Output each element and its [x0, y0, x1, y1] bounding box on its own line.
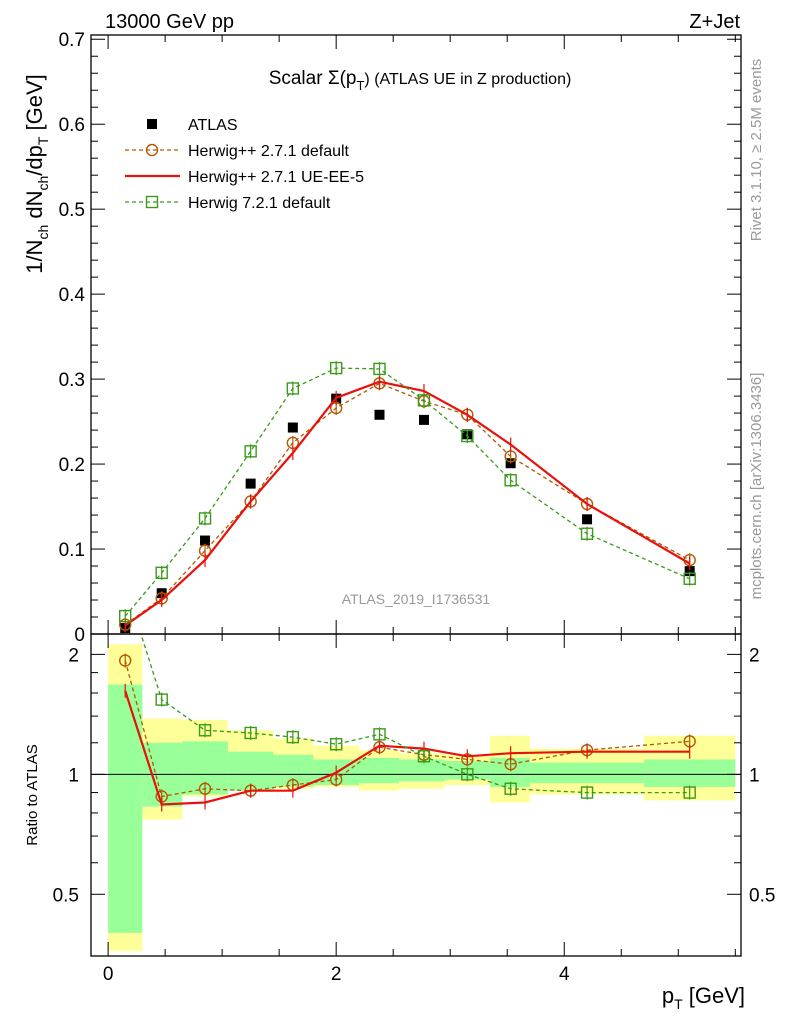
- ratio-tick-label-right-0: 0.5: [749, 885, 775, 906]
- legend-label-2: Herwig++ 2.7.1 UE-EE-5: [188, 169, 364, 186]
- legend-marker-1: [145, 143, 159, 157]
- legend-label-3: Herwig 7.2.1 default: [188, 195, 331, 212]
- axis-ticks: 00.10.20.30.40.50.60.70 2 40.5 0.51 12 2: [53, 30, 776, 985]
- legend: ATLAS Herwig++ 2.7.1 default Herwig++ 2.7.…: [125, 117, 364, 212]
- header-process-label: Z+Jet: [689, 11, 740, 33]
- x-tick-label-2: 4: [559, 964, 570, 985]
- series-2-line: [124, 380, 691, 627]
- band-green-7: [398, 759, 445, 782]
- series-3-point-0: [119, 609, 132, 623]
- series-3-ratio-point-8: [461, 768, 474, 781]
- series-0-point-2: [200, 535, 211, 546]
- series-3-ratio-point-11: [683, 786, 696, 799]
- band-green-10: [530, 762, 645, 784]
- series-0-point-6: [374, 409, 385, 420]
- ratio-uncertainty-bands: [108, 644, 736, 952]
- y-tick-label-1: 0.1: [59, 540, 85, 561]
- series-2-ratio-line: [124, 690, 690, 806]
- series-0-point-11: [684, 566, 695, 577]
- series-3-point-2: [198, 512, 212, 525]
- series-3-ratio-point-10: [580, 786, 594, 799]
- ratio-plot-frame: [90, 633, 742, 957]
- legend-label-0: ATLAS: [188, 117, 238, 134]
- y-tick-label-6: 0.6: [59, 115, 85, 136]
- series-3-ratio-point-3: [244, 726, 257, 740]
- band-green-0: [108, 684, 143, 933]
- series-1-ratio-point-2: [198, 782, 212, 795]
- series-0-point-10: [582, 514, 593, 525]
- series-3-point-5: [329, 361, 343, 375]
- series-3-ratio-line: [140, 634, 690, 794]
- series-3-point-10: [580, 527, 594, 540]
- ratio-tick-label-right-1: 1: [749, 765, 760, 786]
- series-3-ratio-point-4: [286, 730, 300, 744]
- ratio-axis-label: Ratio to ATLAS: [24, 744, 41, 845]
- mcplots-label: mcplots.cern.ch [arXiv:1306.3436]: [748, 373, 765, 600]
- series-3-ratio-point-7: [417, 750, 431, 763]
- band-green-6: [358, 757, 399, 784]
- chart-title: Scalar Σ(pT) (ATLAS UE in Z production): [269, 68, 572, 93]
- y-tick-label-3: 0.3: [59, 370, 85, 391]
- ratio-tick-label-0: 0.5: [53, 885, 79, 906]
- series-3-ratio-point-0: [120, 579, 131, 590]
- main-series-layer: [119, 361, 696, 634]
- y-tick-label-5: 0.5: [59, 200, 85, 221]
- series-3-ratio-point-2: [198, 724, 212, 737]
- series-3-ratio-point-5: [329, 738, 343, 751]
- series-0-point-7: [418, 414, 429, 425]
- analysis-watermark: ATLAS_2019_I1736531: [342, 591, 491, 607]
- series-3-ratio-point-6: [373, 728, 386, 741]
- series-3-point-9: [504, 474, 517, 487]
- y-tick-label-0: 0: [74, 625, 85, 646]
- series-0-point-4: [287, 422, 298, 433]
- series-1-ratio-line: [124, 660, 690, 798]
- series-3-point-4: [286, 382, 300, 395]
- series-0-point-3: [245, 478, 256, 489]
- rivet-label: Rivet 3.1.10, ≥ 2.5M events: [748, 59, 765, 242]
- legend-label-1: Herwig++ 2.7.1 default: [188, 143, 350, 160]
- ratio-tick-label-2: 2: [68, 645, 79, 666]
- y-tick-label-2: 0.2: [59, 455, 85, 476]
- legend-marker-0: [147, 119, 157, 129]
- y-axis-label: 1/Nch dNch/dpT [GeV]: [22, 74, 51, 274]
- series-3-line: [124, 367, 690, 617]
- series-3-point-3: [244, 445, 257, 458]
- series-3-ratio-point-9: [504, 782, 517, 795]
- ratio-tick-label-1: 1: [68, 765, 79, 786]
- legend-marker-3: [145, 195, 159, 209]
- y-tick-label-7: 0.7: [59, 30, 85, 51]
- series-1-line: [124, 382, 691, 626]
- series-1-ratio-point-0: [119, 654, 132, 667]
- series-3-ratio-point-1: [155, 693, 168, 706]
- x-tick-label-1: 2: [331, 964, 342, 985]
- series-3-point-8: [461, 429, 474, 443]
- series-3-point-6: [373, 362, 386, 376]
- x-tick-label-0: 0: [103, 964, 114, 985]
- y-tick-label-4: 0.4: [59, 285, 86, 306]
- band-green-11: [644, 759, 736, 787]
- ratio-series-layer: [119, 579, 696, 812]
- ratio-tick-label-right-2: 2: [749, 645, 760, 666]
- series-3-point-1: [155, 566, 168, 580]
- header-beam-label: 13000 GeV pp: [105, 11, 234, 33]
- x-axis-label: pT [GeV]: [662, 983, 745, 1012]
- series-3-point-11: [683, 572, 696, 585]
- series-3-point-7: [417, 394, 431, 407]
